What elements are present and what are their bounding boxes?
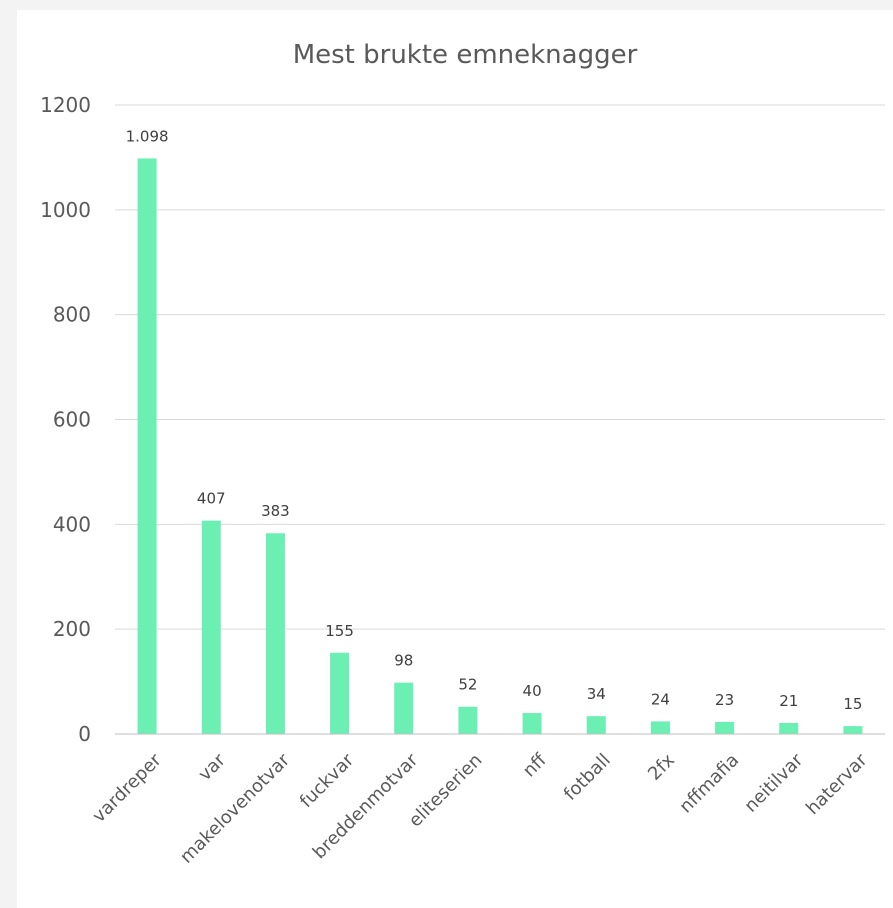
bar-fotball — [586, 716, 606, 734]
bar-nffmafia — [715, 721, 735, 734]
x-tick-label-hatervar: hatervar — [802, 749, 872, 819]
bar-neitilvar — [779, 722, 799, 734]
x-tick-label-2fx: 2fx — [644, 749, 679, 784]
gridlines — [115, 104, 885, 630]
data-label-nffmafia: 23 — [715, 691, 734, 709]
data-label-fotball: 34 — [587, 685, 606, 703]
y-tick-label: 1200 — [40, 93, 91, 117]
bar-makelovenotvar — [265, 533, 285, 734]
bar-var — [201, 520, 221, 734]
data-label-breddenmotvar: 98 — [394, 652, 413, 670]
bar-vardreper — [137, 158, 157, 735]
y-tick-label: 600 — [53, 408, 91, 432]
y-tick-label: 400 — [53, 512, 91, 536]
x-tick-label-fotball: fotball — [560, 750, 615, 805]
data-label-hatervar: 15 — [843, 695, 862, 713]
x-tick-label-neitilvar: neitilvar — [740, 749, 807, 816]
data-label-2fx: 24 — [651, 690, 670, 708]
x-tick-label-makelovenotvar: makelovenotvar — [176, 749, 294, 867]
x-tick-label-nffmafia: nffmafia — [675, 750, 743, 818]
data-label-neitilvar: 21 — [779, 692, 798, 710]
data-labels: 1.098 407 383 155 98 52 40 34 24 23 21 15 — [126, 127, 863, 713]
data-label-nff: 40 — [523, 682, 542, 700]
bar-chart: Mest brukte emneknagger 0 200 400 600 800 100… — [40, 40, 885, 868]
bar-nff — [522, 713, 542, 734]
bar-breddenmotvar — [394, 682, 414, 734]
x-tick-label-fuckvar: fuckvar — [296, 749, 359, 812]
y-tick-label: 800 — [53, 303, 91, 327]
data-label-fuckvar: 155 — [325, 622, 354, 640]
bar-2fx — [650, 721, 670, 734]
y-tick-label: 0 — [78, 722, 91, 746]
bar-hatervar — [843, 726, 863, 734]
y-tick-label: 1000 — [40, 198, 91, 222]
bars — [137, 158, 863, 735]
data-label-var: 407 — [197, 490, 226, 508]
x-tick-label-var: var — [194, 749, 230, 785]
chart-title: Mest brukte emneknagger — [293, 40, 638, 70]
x-tick-label-vardreper: vardreper — [88, 749, 166, 827]
y-tick-label: 200 — [53, 617, 91, 641]
y-axis-ticks: 0 200 400 600 800 1000 1200 — [40, 93, 91, 746]
x-tick-label-nff: nff — [519, 749, 551, 781]
data-label-vardreper: 1.098 — [126, 127, 169, 145]
bar-eliteserien — [458, 706, 478, 734]
data-label-makelovenotvar: 383 — [261, 502, 290, 520]
data-label-eliteserien: 52 — [458, 676, 477, 694]
chart-card: Mest brukte emneknagger 0 200 400 600 800 100… — [17, 10, 893, 908]
bar-fuckvar — [330, 652, 350, 734]
